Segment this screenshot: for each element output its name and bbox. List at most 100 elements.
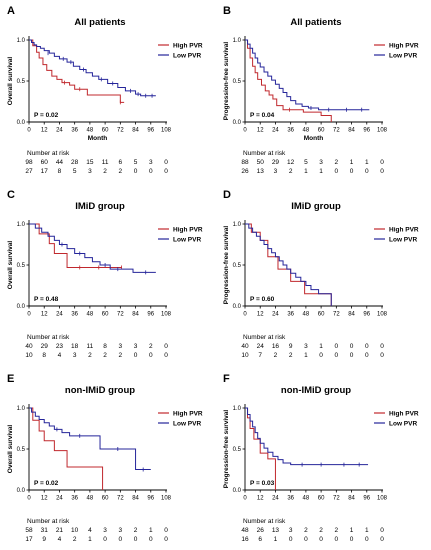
risk-count: 1	[304, 168, 308, 175]
x-tick-label: 96	[147, 312, 154, 318]
x-tick-label: 84	[348, 496, 355, 502]
risk-count: 0	[103, 536, 107, 543]
x-tick-label: 72	[117, 128, 124, 134]
risk-count: 2	[289, 352, 293, 359]
risk-count: 98	[25, 159, 33, 166]
risk-count: 29	[272, 159, 280, 166]
x-tick-label: 84	[132, 496, 139, 502]
x-tick-label: 24	[56, 496, 63, 502]
legend-label: High PVR	[389, 226, 419, 233]
x-tick-label: 36	[287, 312, 294, 318]
risk-count: 8	[58, 168, 62, 175]
risk-count: 5	[304, 159, 308, 166]
x-tick-label: 60	[102, 312, 109, 318]
x-tick-label: 12	[41, 312, 48, 318]
risk-count: 0	[164, 159, 168, 166]
y-tick-label: 1.0	[233, 406, 242, 412]
y-tick-label: 0.0	[17, 120, 26, 126]
legend-label: High PVR	[173, 410, 203, 417]
y-tick-label: 0.5	[17, 263, 26, 269]
legend-label: Low PVR	[389, 236, 417, 243]
risk-count: 2	[103, 352, 107, 359]
risk-count: 10	[71, 527, 79, 534]
x-tick-label: 36	[71, 312, 78, 318]
x-tick-label: 24	[56, 312, 63, 318]
x-tick-label: 72	[333, 496, 340, 502]
risk-table-heading: Number at risk	[27, 518, 70, 525]
legend-label: Low PVR	[173, 420, 201, 427]
x-axis-label: Month	[88, 135, 108, 142]
risk-table-heading: Number at risk	[27, 150, 70, 157]
risk-count: 3	[119, 527, 123, 534]
y-axis-label: Overall survival	[7, 57, 14, 106]
x-tick-label: 0	[27, 128, 31, 134]
risk-count: 13	[272, 527, 280, 534]
risk-count: 3	[73, 352, 77, 359]
risk-count: 2	[319, 527, 323, 534]
risk-count: 2	[134, 527, 138, 534]
x-tick-label: 60	[102, 128, 109, 134]
x-tick-label: 96	[363, 128, 370, 134]
y-tick-label: 0.5	[17, 79, 26, 85]
risk-count: 2	[335, 527, 339, 534]
risk-count: 27	[25, 168, 33, 175]
risk-count: 0	[134, 352, 138, 359]
risk-count: 5	[134, 159, 138, 166]
panel-letter: F	[223, 373, 230, 385]
x-tick-label: 96	[147, 128, 154, 134]
panel-letter: D	[223, 189, 231, 201]
x-tick-label: 108	[377, 128, 388, 134]
x-tick-label: 48	[87, 128, 94, 134]
risk-count: 10	[241, 352, 249, 359]
y-tick-label: 0.0	[233, 304, 242, 310]
risk-count: 40	[241, 343, 249, 350]
risk-count: 4	[58, 352, 62, 359]
x-tick-label: 84	[132, 312, 139, 318]
risk-count: 11	[102, 159, 109, 166]
panel-letter: E	[7, 373, 14, 385]
risk-table-heading: Number at risk	[243, 150, 286, 157]
x-tick-label: 24	[272, 128, 279, 134]
x-tick-label: 96	[147, 496, 154, 502]
risk-count: 0	[350, 168, 354, 175]
x-tick-label: 0	[27, 496, 31, 502]
risk-count: 0	[350, 536, 354, 543]
risk-count: 3	[88, 168, 92, 175]
y-tick-label: 0.5	[233, 79, 242, 85]
risk-count: 0	[380, 527, 384, 534]
risk-count: 2	[274, 352, 278, 359]
x-tick-label: 60	[102, 496, 109, 502]
risk-count: 3	[134, 343, 138, 350]
risk-count: 3	[289, 527, 293, 534]
risk-count: 0	[319, 536, 323, 543]
x-tick-label: 12	[41, 128, 48, 134]
y-tick-label: 1.0	[17, 406, 26, 412]
p-value: P = 0.02	[34, 480, 59, 487]
y-tick-label: 0.0	[233, 488, 242, 494]
risk-count: 6	[258, 536, 262, 543]
risk-count: 50	[257, 159, 265, 166]
x-tick-label: 48	[87, 496, 94, 502]
x-tick-label: 48	[303, 496, 310, 502]
x-tick-label: 12	[257, 496, 264, 502]
risk-count: 0	[119, 536, 123, 543]
risk-count: 12	[287, 159, 295, 166]
legend-label: High PVR	[173, 42, 203, 49]
legend-label: High PVR	[389, 410, 419, 417]
x-tick-label: 0	[243, 128, 247, 134]
y-tick-label: 0.5	[17, 447, 26, 453]
x-tick-label: 108	[161, 496, 172, 502]
y-axis-label: Progression-free survival	[223, 226, 230, 305]
risk-count: 24	[257, 343, 265, 350]
x-tick-label: 24	[272, 312, 279, 318]
risk-count: 17	[25, 536, 33, 543]
risk-count: 60	[41, 159, 49, 166]
x-tick-label: 60	[318, 496, 325, 502]
risk-count: 3	[319, 159, 323, 166]
y-axis-label: Overall survival	[7, 241, 14, 290]
